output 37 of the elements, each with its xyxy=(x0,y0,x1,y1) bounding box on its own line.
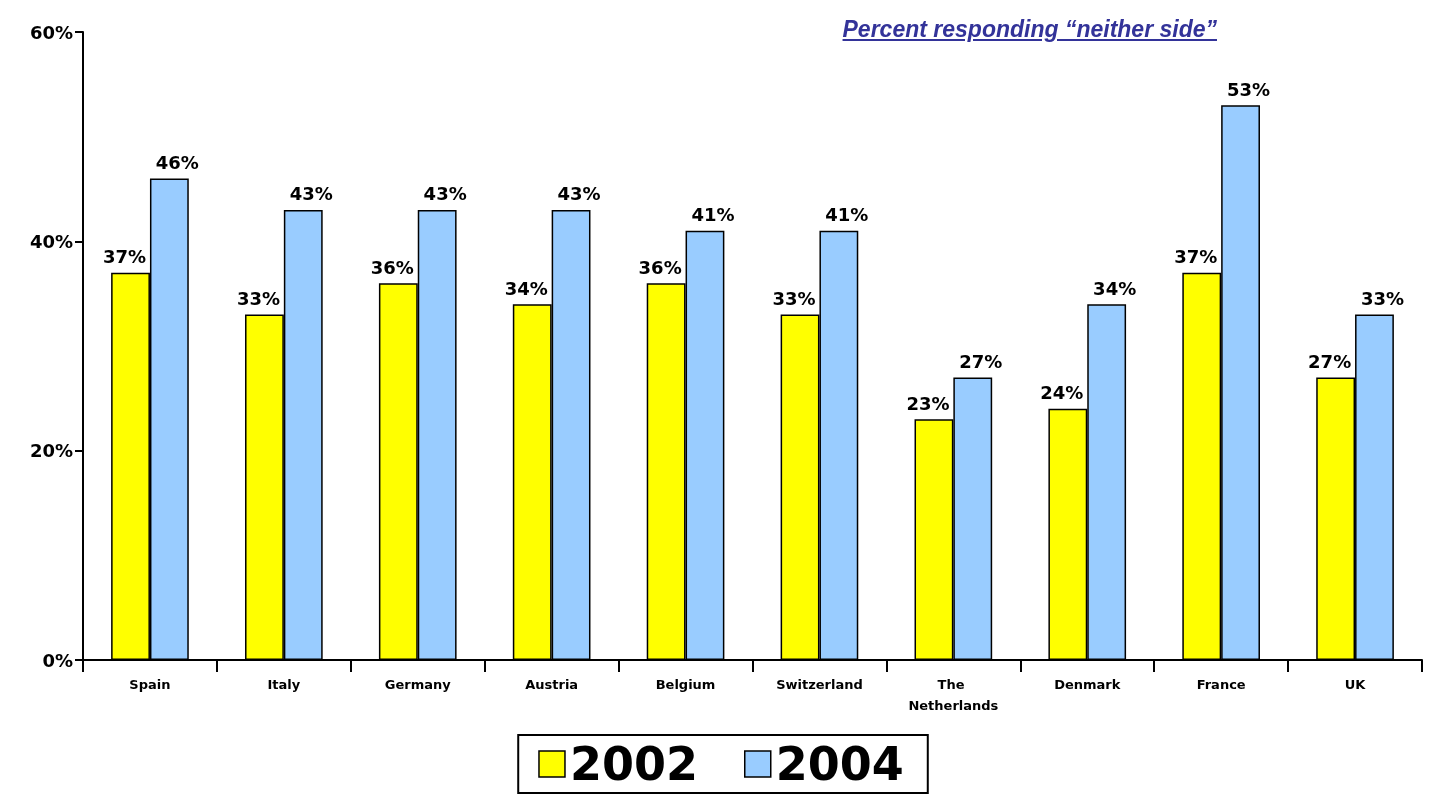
data-label: 27% xyxy=(1308,350,1352,372)
data-label: 43% xyxy=(289,183,333,205)
data-label: 27% xyxy=(959,350,1003,372)
legend-label: 2002 xyxy=(569,737,698,791)
data-label: 33% xyxy=(772,288,816,310)
data-label: 46% xyxy=(155,152,199,174)
data-label: 43% xyxy=(557,183,601,205)
x-tick-label: Italy xyxy=(267,677,301,692)
data-label: 43% xyxy=(423,183,467,205)
x-tick-label: The Netherlands xyxy=(908,677,999,713)
data-label: 37% xyxy=(1174,246,1218,268)
data-label: 36% xyxy=(638,256,682,278)
y-tick-label: 40% xyxy=(29,230,73,252)
data-label: 33% xyxy=(236,288,280,310)
data-label: 23% xyxy=(906,392,950,414)
data-label: 53% xyxy=(1227,78,1271,100)
chart-title: Percent responding “neither side” xyxy=(842,16,1217,43)
x-tick-label: France xyxy=(1196,677,1246,692)
x-tick-label: Denmark xyxy=(1054,677,1121,692)
x-tick-label: Spain xyxy=(129,677,171,692)
data-label: 24% xyxy=(1040,382,1084,404)
y-tick-label: 60% xyxy=(29,21,73,43)
data-label: 33% xyxy=(1360,288,1405,310)
data-label: 41% xyxy=(825,204,869,226)
x-tick-label: Belgium xyxy=(655,677,716,692)
legend-label: 2004 xyxy=(775,737,904,791)
x-tick-label: UK xyxy=(1344,677,1367,692)
data-label: 36% xyxy=(370,256,414,278)
x-tick-label: Austria xyxy=(525,677,579,692)
x-tick-label: Switzerland xyxy=(776,677,863,692)
data-label: 34% xyxy=(504,277,548,299)
data-label: 41% xyxy=(691,204,735,226)
data-label: 37% xyxy=(102,246,147,268)
data-label: 34% xyxy=(1093,277,1137,299)
y-tick-label: 0% xyxy=(42,649,73,671)
x-tick-label: Germany xyxy=(384,677,452,692)
y-tick-label: 20% xyxy=(29,440,73,462)
